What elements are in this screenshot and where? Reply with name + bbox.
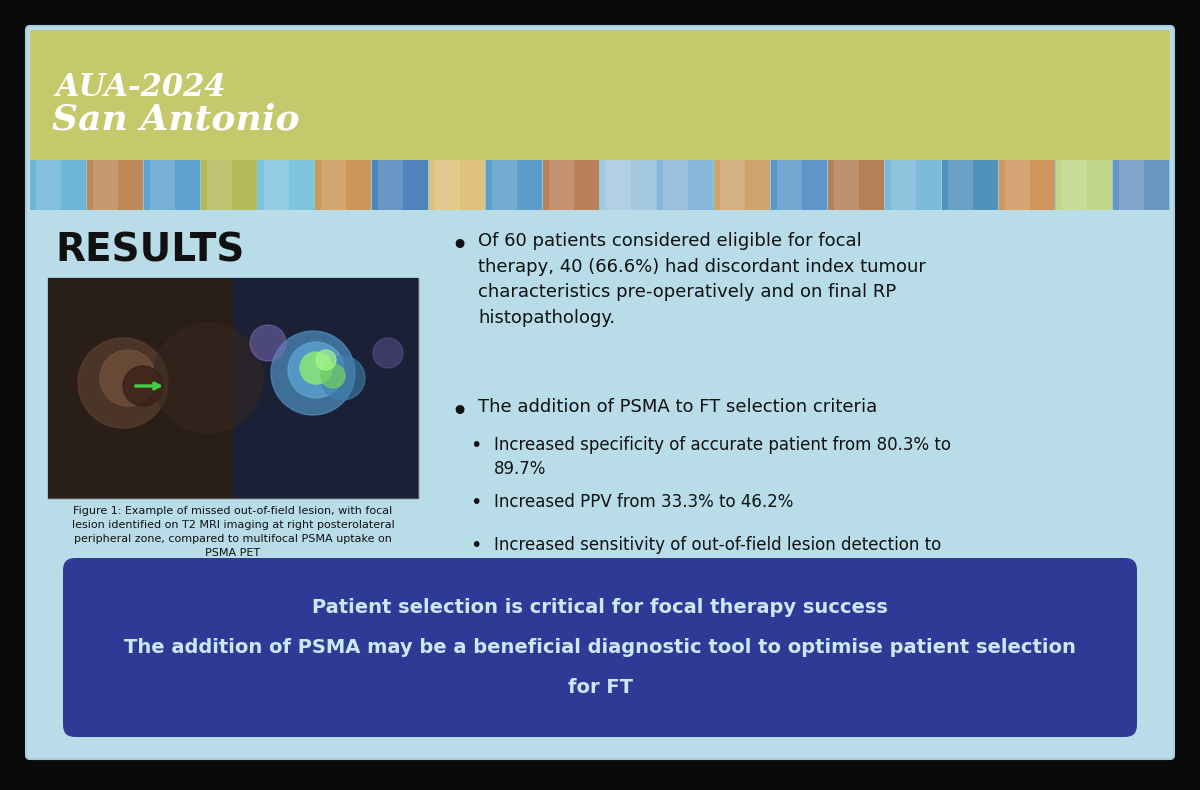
Bar — [658, 160, 713, 210]
Circle shape — [100, 350, 156, 406]
Text: Of 60 patients considered eligible for focal
therapy, 40 (66.6%) had discordant : Of 60 patients considered eligible for f… — [478, 232, 926, 327]
Bar — [434, 160, 461, 210]
Bar — [776, 160, 803, 210]
Circle shape — [78, 338, 168, 428]
Bar — [492, 160, 517, 210]
Bar — [606, 160, 631, 210]
Text: Increased sensitivity of out-of-field lesion detection to
75.5% from 55.8%: Increased sensitivity of out-of-field le… — [494, 536, 941, 578]
Bar — [202, 160, 257, 210]
Bar — [1114, 160, 1169, 210]
Bar — [1062, 160, 1087, 210]
FancyBboxPatch shape — [26, 26, 1174, 759]
Bar — [886, 160, 941, 210]
Bar — [206, 160, 233, 210]
Bar — [828, 160, 884, 210]
Bar — [48, 278, 233, 498]
Bar — [30, 160, 86, 210]
Circle shape — [250, 325, 286, 361]
Bar — [998, 160, 1055, 210]
Text: RESULTS: RESULTS — [55, 232, 245, 270]
Bar — [30, 30, 1170, 160]
Bar — [233, 278, 418, 498]
Bar — [548, 160, 575, 210]
Bar — [372, 160, 428, 210]
Text: Increased specificity of accurate patient from 80.3% to
89.7%: Increased specificity of accurate patien… — [494, 436, 952, 478]
Bar — [1004, 160, 1031, 210]
FancyBboxPatch shape — [64, 558, 1138, 737]
Bar — [430, 160, 485, 210]
Text: •: • — [470, 436, 481, 455]
Bar — [542, 160, 599, 210]
Bar — [48, 278, 418, 498]
Circle shape — [154, 323, 263, 433]
Bar — [314, 160, 371, 210]
Bar — [150, 160, 175, 210]
Circle shape — [322, 356, 365, 400]
Bar — [1118, 160, 1145, 210]
Bar — [264, 160, 289, 210]
Circle shape — [322, 364, 346, 388]
Bar — [30, 160, 1170, 210]
Circle shape — [300, 352, 332, 384]
Text: •: • — [470, 493, 481, 512]
Text: The addition of PSMA to FT selection criteria: The addition of PSMA to FT selection cri… — [478, 398, 877, 416]
Bar — [486, 160, 542, 210]
Text: •: • — [450, 232, 468, 261]
Bar — [948, 160, 973, 210]
Bar — [1056, 160, 1112, 210]
Circle shape — [316, 350, 336, 370]
Bar — [890, 160, 917, 210]
Bar — [772, 160, 827, 210]
Text: Figure 1: Example of missed out-of-field lesion, with focal
lesion identified on: Figure 1: Example of missed out-of-field… — [72, 506, 395, 558]
Text: Patient selection is critical for focal therapy success: Patient selection is critical for focal … — [312, 598, 888, 617]
Circle shape — [373, 338, 403, 368]
Bar — [258, 160, 314, 210]
Bar — [36, 160, 61, 210]
Bar — [714, 160, 770, 210]
Bar — [88, 160, 143, 210]
Text: The addition of PSMA may be a beneficial diagnostic tool to optimise patient sel: The addition of PSMA may be a beneficial… — [124, 638, 1076, 657]
Text: Increased PPV from 33.3% to 46.2%: Increased PPV from 33.3% to 46.2% — [494, 493, 793, 511]
Text: AUA-2024: AUA-2024 — [55, 72, 226, 103]
Bar — [834, 160, 859, 210]
Circle shape — [288, 342, 344, 398]
Text: for FT: for FT — [568, 678, 632, 697]
Bar — [662, 160, 689, 210]
Bar — [320, 160, 347, 210]
Circle shape — [271, 331, 355, 415]
Text: •: • — [450, 398, 468, 427]
Text: •: • — [470, 536, 481, 555]
Bar — [720, 160, 745, 210]
Bar — [92, 160, 119, 210]
Bar — [942, 160, 998, 210]
Bar — [378, 160, 403, 210]
Bar — [144, 160, 200, 210]
Text: San Antonio: San Antonio — [52, 102, 300, 136]
Bar — [600, 160, 656, 210]
Circle shape — [124, 366, 163, 406]
